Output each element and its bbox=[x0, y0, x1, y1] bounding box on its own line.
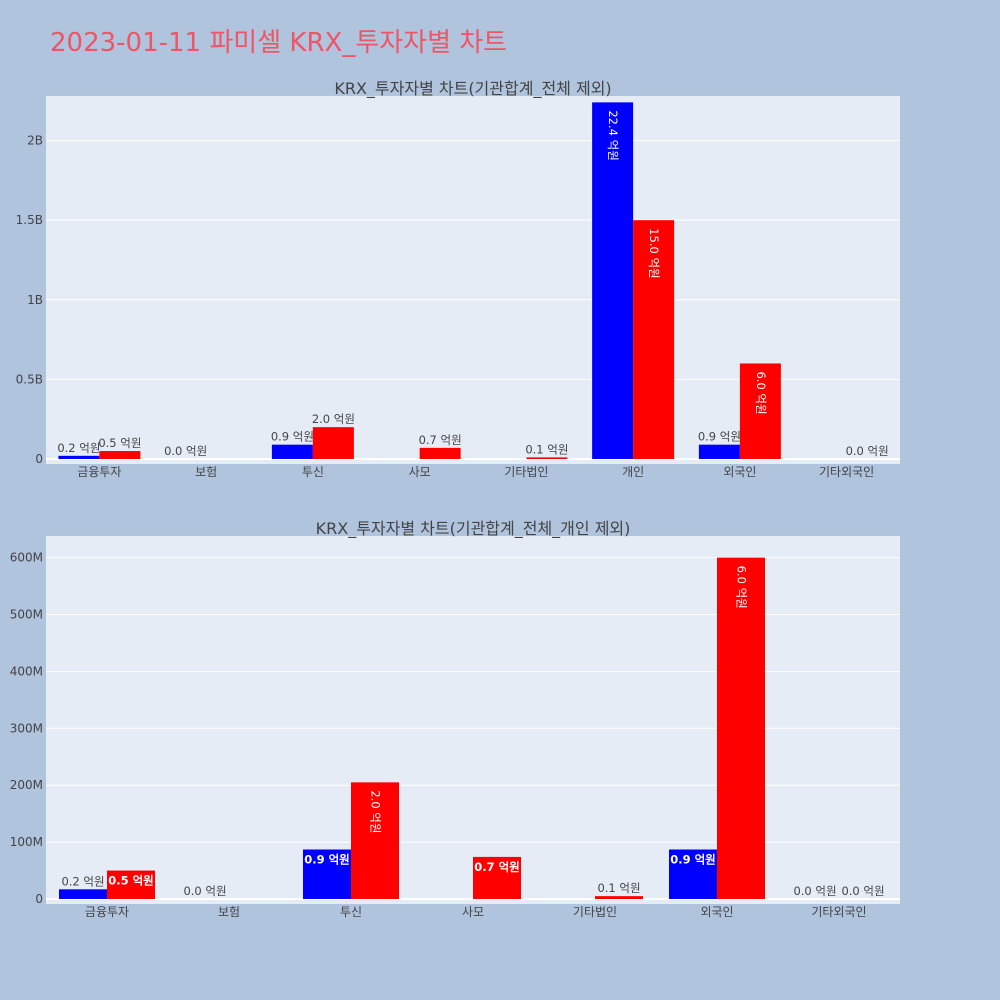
y-tick-label: 500M bbox=[10, 608, 43, 622]
chart-1: 0 0.5B 1B 1.5B 2B KRX_투자자별 차트(기관합계_전체 제외) 금융투자… bbox=[16, 79, 900, 479]
bar bbox=[595, 896, 643, 899]
y-tick-label: 200M bbox=[10, 778, 43, 792]
x-tick-label: 외국인 bbox=[700, 905, 733, 919]
bar-label: 0.2 억원 bbox=[57, 441, 100, 455]
y-tick-label: 2B bbox=[27, 134, 43, 148]
bar-label: 15.0 억원 bbox=[647, 228, 661, 278]
x-tick-label: 금융투자 bbox=[85, 905, 129, 919]
bar bbox=[419, 447, 461, 459]
bar-label: 0.0 억원 bbox=[164, 444, 207, 458]
y-tick-label: 1.5B bbox=[16, 213, 43, 227]
bar-label: 0.9 억원 bbox=[670, 853, 716, 867]
bar-label: 0.2 억원 bbox=[61, 874, 104, 888]
bar-label: 0.7 억원 bbox=[474, 860, 520, 874]
bar-label: 0.5 억원 bbox=[98, 436, 141, 450]
bar bbox=[592, 102, 634, 460]
bar bbox=[526, 457, 568, 459]
bar-label: 0.0 억원 bbox=[183, 884, 226, 898]
y-tick-label: 0 bbox=[35, 452, 43, 466]
x-tick-label: 사모 bbox=[409, 465, 431, 479]
x-tick-label: 기타외국인 bbox=[811, 905, 866, 919]
bar-label: 6.0 억원 bbox=[735, 566, 749, 609]
bar-label: 0.9 억원 bbox=[304, 853, 350, 867]
x-tick-label: 투신 bbox=[340, 905, 362, 919]
y-tick-label: 0.5B bbox=[16, 372, 43, 386]
bar bbox=[303, 849, 351, 899]
bar-label: 2.0 억원 bbox=[312, 412, 355, 426]
x-tick-label: 보험 bbox=[195, 465, 217, 479]
bar-label: 0.0 억원 bbox=[793, 884, 836, 898]
x-tick-label: 개인 bbox=[622, 465, 644, 479]
x-tick-label: 사모 bbox=[462, 905, 484, 919]
bar bbox=[107, 870, 155, 899]
bar-label: 22.4 억원 bbox=[606, 110, 620, 160]
x-tick-label: 기타법인 bbox=[573, 905, 617, 919]
bar bbox=[312, 427, 354, 459]
bar-label: 0.1 억원 bbox=[597, 881, 640, 895]
y-tick-label: 0 bbox=[35, 892, 43, 906]
bar bbox=[669, 849, 717, 899]
bar bbox=[59, 889, 107, 899]
bar bbox=[698, 444, 740, 459]
bar-label: 0.9 억원 bbox=[271, 430, 314, 444]
bar-label: 0.5 억원 bbox=[108, 874, 154, 888]
bar bbox=[58, 455, 100, 459]
chart-title: KRX_투자자별 차트(기관합계_전체_개인 제외) bbox=[316, 519, 631, 539]
bar-label: 0.1 억원 bbox=[525, 442, 568, 456]
bar bbox=[739, 363, 781, 459]
y-tick-label: 100M bbox=[10, 835, 43, 849]
bar-label: 0.9 억원 bbox=[698, 430, 741, 444]
x-tick-label: 금융투자 bbox=[77, 465, 121, 479]
x-tick-label: 기타외국인 bbox=[819, 465, 874, 479]
y-tick-label: 300M bbox=[10, 721, 43, 735]
bar-label: 2.0 억원 bbox=[369, 790, 383, 833]
y-tick-label: 400M bbox=[10, 664, 43, 678]
bar bbox=[351, 782, 399, 899]
bar bbox=[633, 220, 675, 459]
page-title: 2023-01-11 파미셀 KRX_투자자별 차트 bbox=[50, 28, 508, 58]
bar bbox=[99, 451, 141, 459]
bar-label: 0.0 억원 bbox=[846, 444, 889, 458]
bar-label: 0.7 억원 bbox=[419, 433, 462, 447]
x-tick-label: 투신 bbox=[302, 465, 324, 479]
x-tick-label: 외국인 bbox=[723, 465, 756, 479]
chart-title: KRX_투자자별 차트(기관합계_전체 제외) bbox=[334, 79, 611, 99]
x-tick-label: 보험 bbox=[218, 905, 240, 919]
y-tick-label: 1B bbox=[27, 293, 43, 307]
bar bbox=[717, 557, 765, 899]
bar bbox=[271, 444, 313, 459]
bar bbox=[473, 856, 521, 899]
y-tick-label: 600M bbox=[10, 551, 43, 565]
chart-2: 0 100M 200M 300M 400M 500M 600M KRX_투자자별 차트(기관합… bbox=[10, 519, 900, 919]
x-tick-label: 기타법인 bbox=[504, 465, 548, 479]
bar-label: 0.0 억원 bbox=[841, 884, 884, 898]
plot-area bbox=[46, 536, 900, 904]
bar-label: 6.0 억원 bbox=[754, 371, 768, 414]
